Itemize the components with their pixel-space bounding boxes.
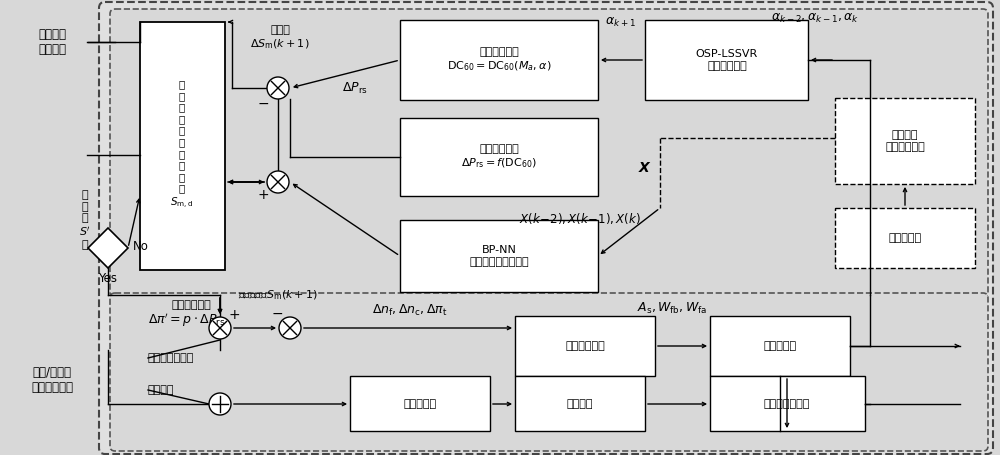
Text: 喘振裕度
特征选择算法: 喘振裕度 特征选择算法 bbox=[885, 130, 925, 152]
Text: 飞机舱面: 飞机舱面 bbox=[567, 399, 593, 409]
FancyBboxPatch shape bbox=[835, 98, 975, 184]
Text: 飞机/发动机
综合仿真模型: 飞机/发动机 综合仿真模型 bbox=[31, 366, 73, 394]
FancyBboxPatch shape bbox=[710, 376, 865, 431]
FancyBboxPatch shape bbox=[400, 220, 598, 292]
Text: OSP-LSSVR
攻角预测模块: OSP-LSSVR 攻角预测模块 bbox=[696, 49, 758, 71]
Text: 飞机动力学模型: 飞机动力学模型 bbox=[764, 399, 810, 409]
Text: 喘振裕度
估计模型: 喘振裕度 估计模型 bbox=[38, 28, 66, 56]
FancyBboxPatch shape bbox=[835, 208, 975, 268]
Text: Yes: Yes bbox=[98, 272, 118, 284]
Text: $\alpha_{k-2},\alpha_{k-1},\alpha_{k}$: $\alpha_{k-2},\alpha_{k-1},\alpha_{k}$ bbox=[771, 11, 859, 25]
Text: $+$: $+$ bbox=[228, 308, 240, 322]
Text: 进气畸变指标
$\mathrm{DC}_{60}=\mathrm{DC}_{60}(M_a,\alpha)$: 进气畸变指标 $\mathrm{DC}_{60}=\mathrm{DC}_{60… bbox=[447, 47, 551, 73]
Text: $\alpha_{k+1}$: $\alpha_{k+1}$ bbox=[605, 15, 635, 29]
Text: BP-NN
无畸变喘振裕度模型: BP-NN 无畸变喘振裕度模型 bbox=[469, 245, 529, 267]
Text: 离线数据集: 离线数据集 bbox=[888, 233, 922, 243]
Text: $-$: $-$ bbox=[257, 96, 269, 110]
FancyBboxPatch shape bbox=[400, 118, 598, 196]
FancyBboxPatch shape bbox=[515, 376, 645, 431]
FancyBboxPatch shape bbox=[710, 316, 850, 376]
FancyBboxPatch shape bbox=[110, 293, 988, 451]
FancyBboxPatch shape bbox=[350, 376, 490, 431]
Text: 发动机控制指令: 发动机控制指令 bbox=[148, 353, 194, 363]
Text: 喘振压比损失
$\Delta P_{\mathrm{rs}}=f(\mathrm{DC}_{60})$: 喘振压比损失 $\Delta P_{\mathrm{rs}}=f(\mathrm… bbox=[461, 144, 537, 170]
Circle shape bbox=[209, 393, 231, 415]
Circle shape bbox=[279, 317, 301, 339]
Text: $\Delta n_{\mathrm{f}},\Delta n_{\mathrm{c}},\Delta\pi_{\mathrm{t}}$: $\Delta n_{\mathrm{f}},\Delta n_{\mathrm… bbox=[372, 303, 448, 318]
Circle shape bbox=[267, 77, 289, 99]
Text: 压比指令补偿: 压比指令补偿 bbox=[172, 300, 212, 310]
FancyBboxPatch shape bbox=[140, 22, 225, 270]
Text: 飞行控制器: 飞行控制器 bbox=[403, 399, 437, 409]
Text: 喘
变
时
喘
振
裕
度
预
测
值
$S_{\mathrm{m,d}}$: 喘 变 时 喘 振 裕 度 预 测 值 $S_{\mathrm{m,d}}$ bbox=[170, 79, 194, 211]
Circle shape bbox=[267, 171, 289, 193]
Text: $X(k\!-\!2),X(k\!-\!1),X(k)$: $X(k\!-\!2),X(k\!-\!1),X(k)$ bbox=[519, 211, 641, 226]
Text: 发动机模型: 发动机模型 bbox=[763, 341, 797, 351]
Text: $-$: $-$ bbox=[271, 306, 283, 320]
FancyBboxPatch shape bbox=[110, 9, 988, 297]
Text: $\Delta P_{\mathrm{rs}}$: $\Delta P_{\mathrm{rs}}$ bbox=[342, 81, 368, 96]
Text: 损失量
$\Delta S_{\mathrm{m}}(k+1)$: 损失量 $\Delta S_{\mathrm{m}}(k+1)$ bbox=[250, 25, 310, 51]
Text: 飞控指令: 飞控指令 bbox=[148, 385, 175, 395]
Text: 未畸变变量$S_{\mathrm{m}}(k+1)$: 未畸变变量$S_{\mathrm{m}}(k+1)$ bbox=[238, 288, 318, 302]
Polygon shape bbox=[88, 228, 128, 268]
Text: $+$: $+$ bbox=[257, 188, 269, 202]
Text: 是
否
在
$S'$
内: 是 否 在 $S'$ 内 bbox=[79, 190, 91, 250]
Text: 发动机控制器: 发动机控制器 bbox=[565, 341, 605, 351]
Text: No: No bbox=[133, 241, 149, 253]
FancyBboxPatch shape bbox=[515, 316, 655, 376]
FancyBboxPatch shape bbox=[645, 20, 808, 100]
Text: $\boldsymbol{X}$: $\boldsymbol{X}$ bbox=[638, 161, 652, 175]
Circle shape bbox=[209, 317, 231, 339]
FancyBboxPatch shape bbox=[400, 20, 598, 100]
Text: $\Delta\pi'=p\cdot\Delta P_{\mathrm{rs}}$: $\Delta\pi'=p\cdot\Delta P_{\mathrm{rs}}… bbox=[148, 311, 225, 329]
FancyBboxPatch shape bbox=[99, 2, 993, 454]
Text: $A_{\mathrm{s}},W_{\mathrm{fb}},W_{\mathrm{fa}}$: $A_{\mathrm{s}},W_{\mathrm{fb}},W_{\math… bbox=[637, 300, 707, 316]
